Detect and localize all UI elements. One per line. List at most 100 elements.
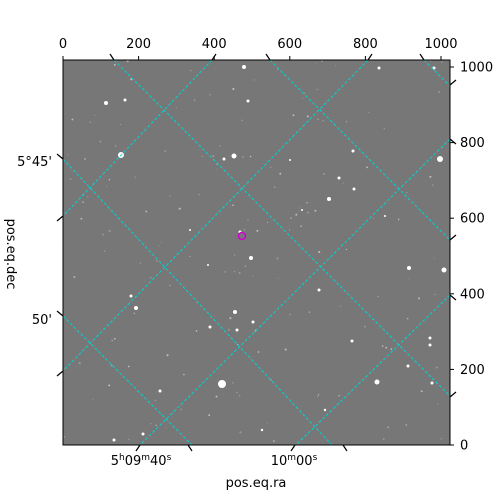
faint-star (94, 114, 96, 116)
top-tick-label: 200 (126, 37, 151, 52)
faint-star (84, 158, 86, 160)
faint-star (381, 345, 384, 347)
star (189, 229, 191, 231)
faint-star (418, 297, 421, 300)
faint-star (126, 60, 129, 63)
star (246, 99, 250, 103)
faint-star (256, 229, 259, 232)
faint-star (63, 435, 66, 438)
faint-star (241, 155, 244, 158)
star (406, 364, 410, 368)
star (233, 310, 237, 314)
faint-star (149, 276, 152, 279)
faint-star (314, 209, 317, 212)
faint-star (189, 255, 191, 258)
target-marker (237, 231, 247, 241)
right-tick-label: 800 (460, 136, 485, 151)
faint-star (193, 99, 196, 102)
star (112, 438, 116, 442)
faint-star (441, 61, 443, 63)
dec-tick-label: 5°45' (17, 155, 52, 170)
faint-star (433, 257, 435, 259)
star (352, 187, 356, 191)
faint-star (306, 115, 309, 118)
faint-star (113, 63, 116, 66)
faint-star (164, 150, 167, 153)
faint-star (346, 121, 348, 123)
faint-star (317, 118, 319, 121)
faint-star (82, 201, 84, 203)
faint-star (289, 313, 291, 316)
star (134, 306, 138, 310)
faint-star (276, 68, 279, 70)
faint-star (78, 362, 81, 365)
grid-line (295, 294, 450, 445)
grid-line (63, 60, 213, 217)
faint-star (437, 403, 439, 405)
faint-star (190, 70, 192, 72)
faint-star (308, 311, 311, 313)
faint-star (316, 88, 319, 91)
star (323, 408, 327, 412)
grid-edge-ticks (56, 53, 457, 452)
faint-star (406, 317, 409, 320)
faint-star (108, 178, 111, 181)
faint-star (114, 337, 116, 340)
faint-star (243, 228, 246, 231)
faint-star (155, 424, 157, 426)
faint-star (158, 245, 160, 247)
star (235, 328, 239, 332)
faint-star (99, 140, 102, 143)
faint-star (216, 168, 218, 170)
star (377, 66, 381, 70)
faint-star (102, 233, 104, 236)
faint-star (133, 312, 135, 314)
right-tick-label: 400 (460, 287, 485, 302)
faint-star (382, 438, 385, 440)
star (374, 379, 380, 385)
grid-line (63, 158, 333, 445)
faint-star (387, 426, 389, 429)
y-axis-label: pos.eq.dec (3, 219, 18, 290)
faint-star (273, 440, 275, 442)
star (441, 267, 447, 273)
coordinate-grid (63, 60, 450, 445)
faint-star (103, 250, 106, 252)
star (301, 209, 303, 211)
faint-star (106, 185, 108, 187)
faint-star (322, 172, 325, 175)
faint-star (73, 276, 76, 278)
top-tick-label: 400 (202, 37, 227, 52)
star (351, 149, 355, 153)
top-pixel-axis: 0 200 400 600 800 1000 (59, 37, 458, 60)
star (249, 256, 253, 260)
ra-tick-label: 10m00s (271, 453, 318, 469)
faint-star (406, 191, 408, 194)
star (350, 339, 354, 343)
faint-star (208, 414, 211, 417)
faint-star (114, 145, 117, 147)
faint-star (212, 155, 214, 157)
dec-tick-label: 50' (32, 313, 52, 328)
right-pixel-axis: 0 200 400 600 800 1000 (450, 61, 493, 454)
faint-star (383, 127, 386, 130)
faint-star (315, 62, 317, 64)
faint-star (233, 271, 236, 273)
faint-star (431, 184, 434, 186)
star (437, 156, 443, 162)
faint-star (241, 119, 243, 122)
faint-star (229, 317, 232, 320)
faint-star (175, 107, 177, 109)
faint-star (156, 260, 158, 262)
faint-star (290, 217, 292, 219)
star (327, 197, 331, 201)
sky-background (63, 60, 450, 445)
faint-star (195, 330, 198, 332)
faint-star (440, 438, 442, 440)
faint-star (385, 346, 388, 349)
star (207, 264, 209, 266)
faint-star (224, 271, 227, 273)
faint-star (89, 121, 91, 123)
faint-star (438, 90, 441, 93)
